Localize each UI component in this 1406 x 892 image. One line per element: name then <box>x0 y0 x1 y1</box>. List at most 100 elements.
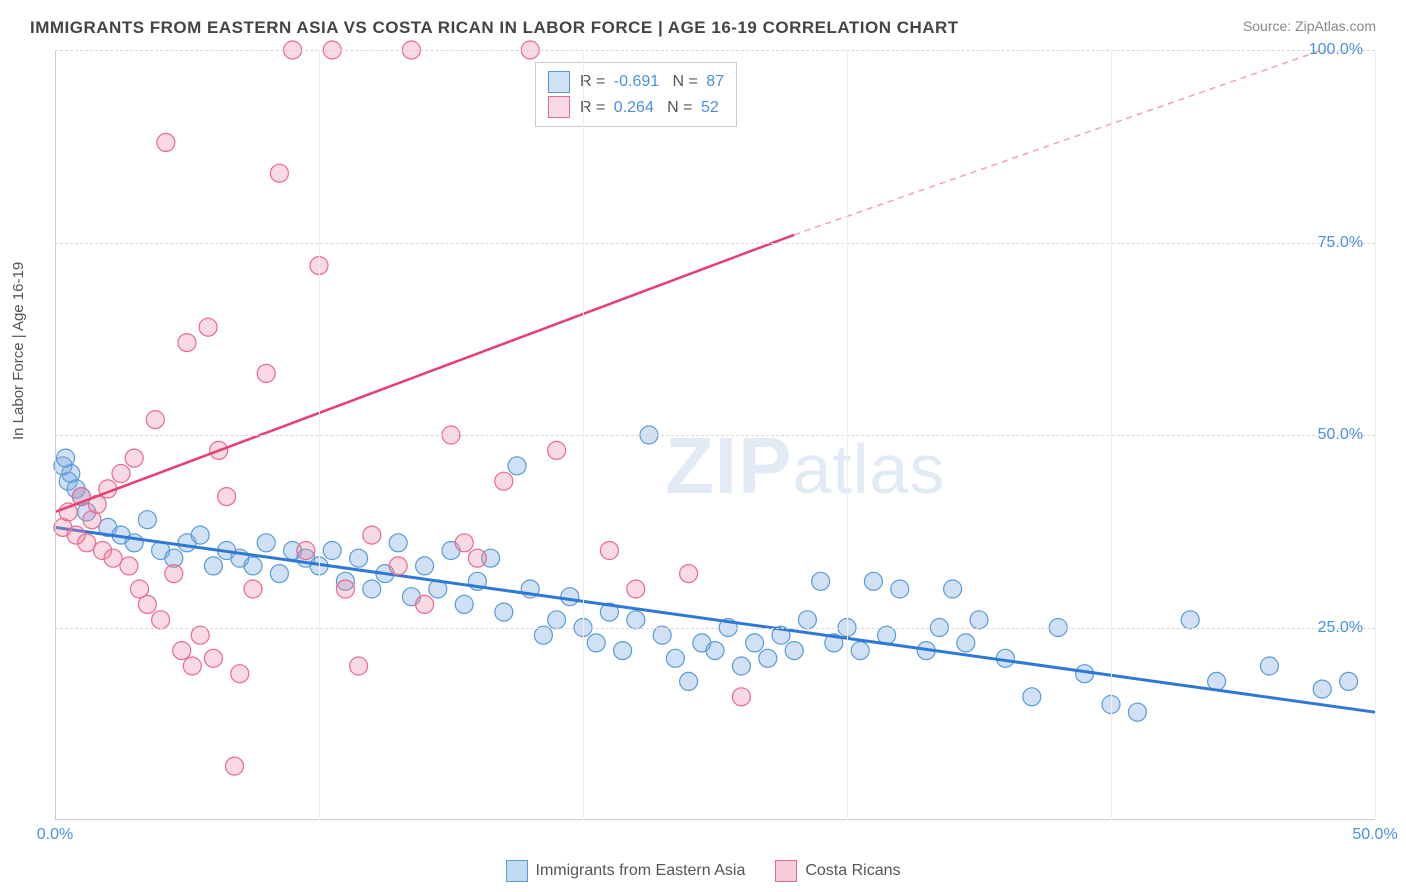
scatter-point <box>534 626 552 644</box>
scatter-point <box>336 580 354 598</box>
scatter-point <box>653 626 671 644</box>
scatter-point <box>970 611 988 629</box>
stats-legend: R = -0.691 N = 87R = 0.264 N = 52 <box>535 62 737 127</box>
gridline-horizontal <box>55 435 1375 436</box>
scatter-point <box>812 572 830 590</box>
scatter-point <box>416 595 434 613</box>
trend-line-extrapolated <box>794 50 1322 235</box>
gridline-horizontal <box>55 243 1375 244</box>
scatter-point <box>1340 672 1358 690</box>
gridline-vertical <box>1375 50 1376 820</box>
scatter-point <box>297 542 315 560</box>
scatter-point <box>257 364 275 382</box>
stats-text: R = 0.264 N = 52 <box>580 95 719 121</box>
scatter-point <box>944 580 962 598</box>
scatter-point <box>1260 657 1278 675</box>
scatter-point <box>204 649 222 667</box>
y-tick-label: 50.0% <box>1318 426 1363 444</box>
scatter-point <box>173 642 191 660</box>
scatter-point <box>350 657 368 675</box>
scatter-point <box>138 511 156 529</box>
x-axis-line <box>55 819 1375 820</box>
scatter-point <box>78 534 96 552</box>
y-tick-label: 25.0% <box>1318 619 1363 637</box>
scatter-point <box>138 595 156 613</box>
scatter-point <box>785 642 803 660</box>
stats-text: R = -0.691 N = 87 <box>580 69 724 95</box>
scatter-point <box>680 672 698 690</box>
scatter-point <box>416 557 434 575</box>
scatter-point <box>957 634 975 652</box>
legend-swatch <box>548 71 570 93</box>
source-label: Source: ZipAtlas.com <box>1243 18 1376 34</box>
scatter-point <box>244 580 262 598</box>
scatter-point <box>120 557 138 575</box>
trend-line <box>55 527 1375 712</box>
scatter-point <box>350 549 368 567</box>
scatter-point <box>191 626 209 644</box>
scatter-point <box>389 557 407 575</box>
scatter-point <box>508 457 526 475</box>
legend-swatch <box>775 860 797 882</box>
scatter-point <box>455 534 473 552</box>
legend-label: Immigrants from Eastern Asia <box>536 862 746 880</box>
scatter-point <box>152 611 170 629</box>
scatter-point <box>270 164 288 182</box>
x-tick-label: 0.0% <box>37 826 73 844</box>
scatter-point <box>178 334 196 352</box>
gridline-vertical <box>1111 50 1112 820</box>
legend-swatch <box>506 860 528 882</box>
scatter-point <box>455 595 473 613</box>
trend-line <box>55 235 794 512</box>
scatter-point <box>495 603 513 621</box>
gridline-vertical <box>583 50 584 820</box>
scatter-point <box>183 657 201 675</box>
scatter-point <box>1313 680 1331 698</box>
scatter-point <box>732 688 750 706</box>
scatter-point <box>363 580 381 598</box>
x-tick-label: 50.0% <box>1352 826 1397 844</box>
scatter-point <box>680 565 698 583</box>
gridline-horizontal <box>55 628 1375 629</box>
gridline-horizontal <box>55 50 1375 51</box>
scatter-point <box>587 634 605 652</box>
scatter-point <box>864 572 882 590</box>
scatter-point <box>732 657 750 675</box>
y-tick-label: 75.0% <box>1318 234 1363 252</box>
scatter-point <box>57 449 75 467</box>
legend-label: Costa Ricans <box>805 862 900 880</box>
scatter-point <box>244 557 262 575</box>
legend-swatch <box>548 96 570 118</box>
y-tick-label: 100.0% <box>1309 41 1363 59</box>
y-axis-label: In Labor Force | Age 16-19 <box>10 262 27 440</box>
legend-item: Immigrants from Eastern Asia <box>506 860 746 882</box>
scatter-point <box>104 549 122 567</box>
scatter-point <box>468 549 486 567</box>
scatter-point <box>199 318 217 336</box>
scatter-point <box>1023 688 1041 706</box>
scatter-point <box>706 642 724 660</box>
stats-legend-row: R = -0.691 N = 87 <box>548 69 724 95</box>
scatter-point <box>270 565 288 583</box>
scatter-point <box>798 611 816 629</box>
scatter-point <box>1128 703 1146 721</box>
plot-area: R = -0.691 N = 87R = 0.264 N = 52 ZIPatl… <box>55 50 1375 820</box>
chart-title: IMMIGRANTS FROM EASTERN ASIA VS COSTA RI… <box>30 18 959 38</box>
scatter-point <box>548 611 566 629</box>
scatter-point <box>561 588 579 606</box>
scatter-point <box>231 665 249 683</box>
scatter-point <box>495 472 513 490</box>
gridline-vertical <box>847 50 848 820</box>
scatter-point <box>891 580 909 598</box>
gridline-vertical <box>319 50 320 820</box>
scatter-point <box>112 465 130 483</box>
scatter-point <box>600 542 618 560</box>
legend-bottom: Immigrants from Eastern Asia Costa Ricans <box>0 860 1406 882</box>
scatter-point <box>746 634 764 652</box>
scatter-point <box>257 534 275 552</box>
scatter-point <box>226 757 244 775</box>
scatter-point <box>627 580 645 598</box>
scatter-point <box>759 649 777 667</box>
scatter-point <box>323 542 341 560</box>
scatter-point <box>548 441 566 459</box>
